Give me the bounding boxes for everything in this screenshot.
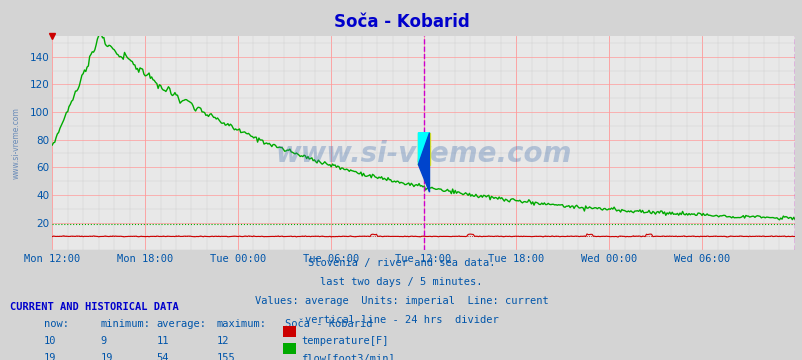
Text: 19: 19 bbox=[100, 353, 113, 360]
Text: Values: average  Units: imperial  Line: current: Values: average Units: imperial Line: cu… bbox=[254, 296, 548, 306]
Text: temperature[F]: temperature[F] bbox=[301, 336, 388, 346]
Text: minimum:: minimum: bbox=[100, 319, 150, 329]
Text: now:: now: bbox=[44, 319, 69, 329]
Text: Soča - Kobarid: Soča - Kobarid bbox=[285, 319, 372, 329]
Text: 155: 155 bbox=[217, 353, 235, 360]
Text: 12: 12 bbox=[217, 336, 229, 346]
Text: maximum:: maximum: bbox=[217, 319, 266, 329]
Text: last two days / 5 minutes.: last two days / 5 minutes. bbox=[320, 277, 482, 287]
Text: 19: 19 bbox=[44, 353, 57, 360]
Polygon shape bbox=[418, 133, 429, 192]
Text: www.si-vreme.com: www.si-vreme.com bbox=[275, 140, 571, 168]
Text: CURRENT AND HISTORICAL DATA: CURRENT AND HISTORICAL DATA bbox=[10, 302, 179, 312]
Text: 10: 10 bbox=[44, 336, 57, 346]
Text: average:: average: bbox=[156, 319, 206, 329]
Text: vertical line - 24 hrs  divider: vertical line - 24 hrs divider bbox=[304, 315, 498, 325]
Text: 11: 11 bbox=[156, 336, 169, 346]
Text: Soča - Kobarid: Soča - Kobarid bbox=[333, 13, 469, 31]
Text: 9: 9 bbox=[100, 336, 107, 346]
Polygon shape bbox=[418, 133, 429, 165]
Polygon shape bbox=[418, 133, 429, 165]
Text: 54: 54 bbox=[156, 353, 169, 360]
Text: flow[foot3/min]: flow[foot3/min] bbox=[301, 353, 395, 360]
Text: www.si-vreme.com: www.si-vreme.com bbox=[12, 107, 21, 179]
Text: Slovenia / river and sea data.: Slovenia / river and sea data. bbox=[307, 258, 495, 269]
